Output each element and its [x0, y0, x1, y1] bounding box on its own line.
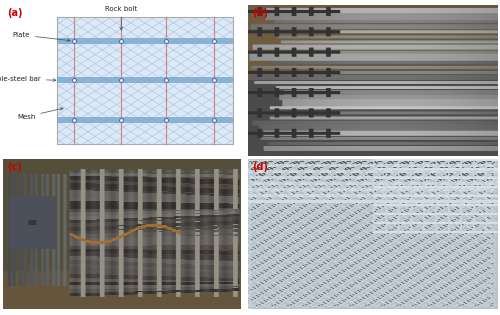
Text: (c): (c): [7, 162, 22, 172]
Text: Mesh: Mesh: [17, 108, 63, 120]
Text: (b): (b): [252, 8, 268, 18]
Text: (d): (d): [252, 162, 268, 172]
Bar: [57, 17, 233, 144]
Bar: [57, 77, 233, 83]
Text: Plate: Plate: [13, 32, 70, 42]
Text: (a): (a): [7, 8, 23, 18]
Text: Double-steel bar: Double-steel bar: [0, 76, 56, 82]
Bar: [57, 38, 233, 44]
Text: Rock bolt: Rock bolt: [105, 5, 138, 30]
Bar: [57, 117, 233, 123]
